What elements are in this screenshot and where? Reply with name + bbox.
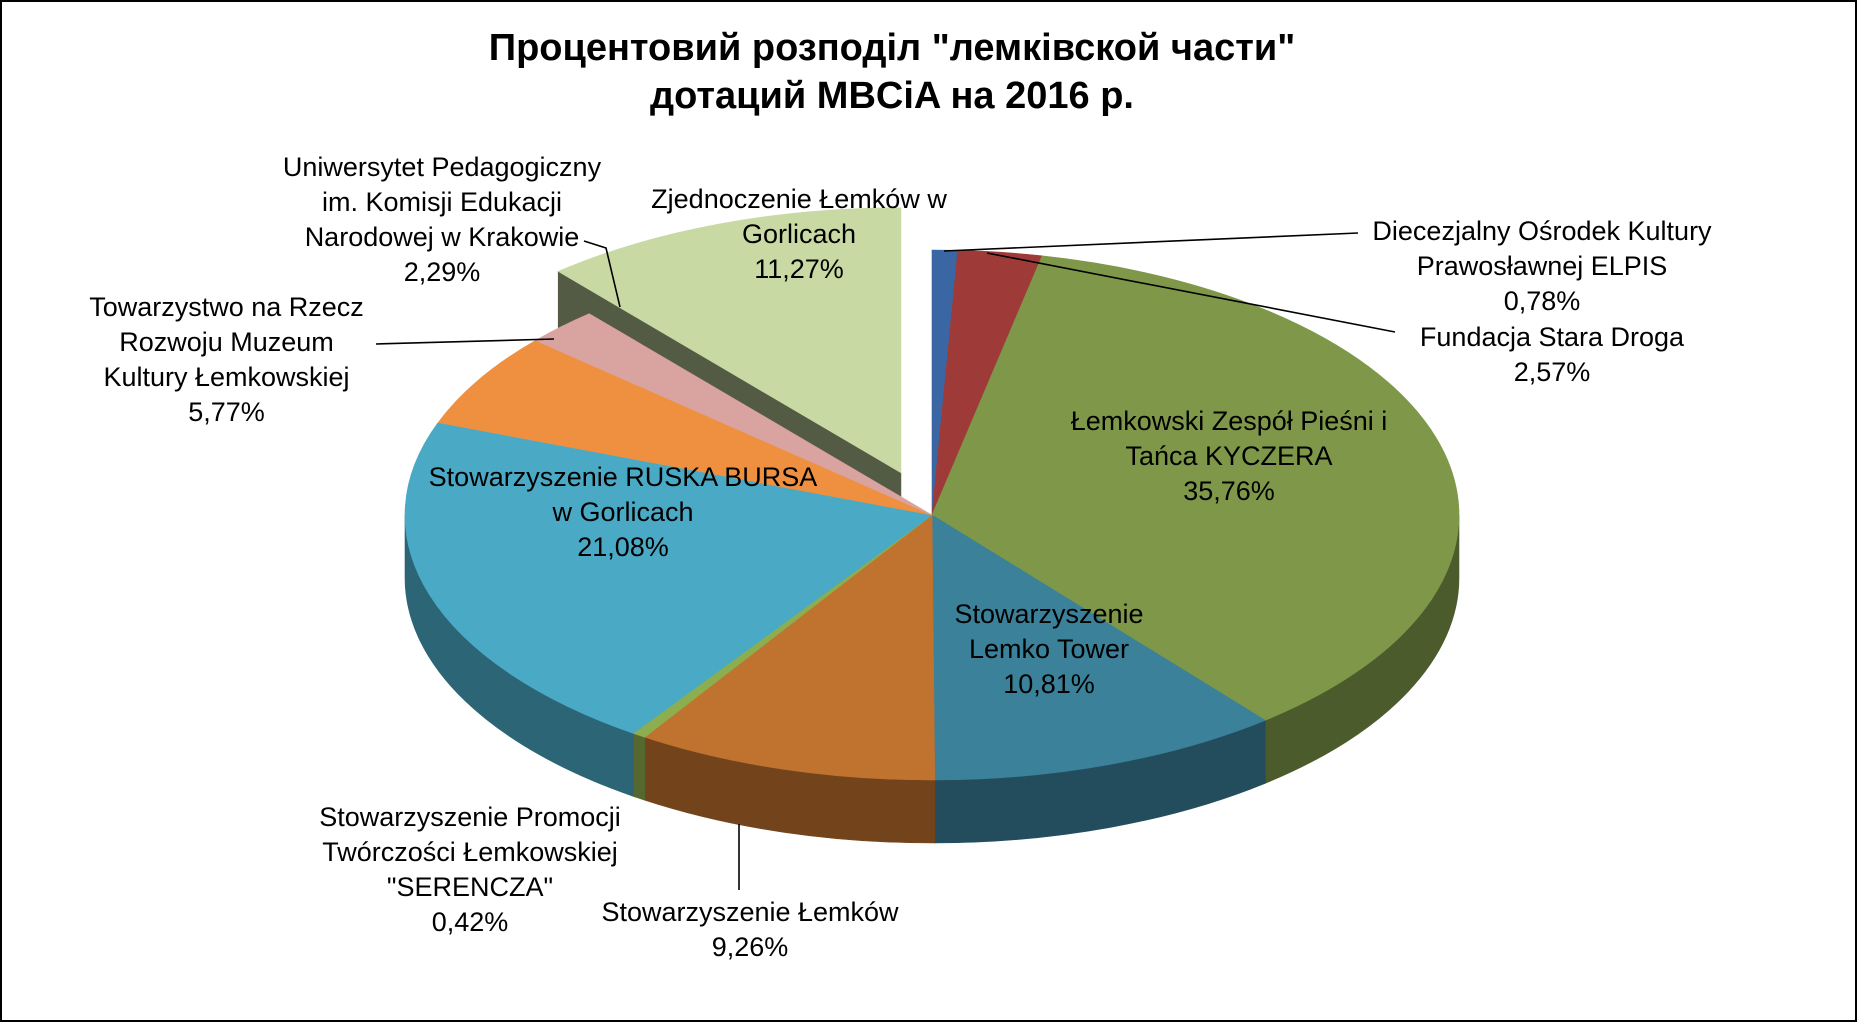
- chart-title-line1: Процентовий розподіл "лемківской части": [488, 27, 1296, 69]
- slice-label-ruska-bursa-text: Stowarzyszenie RUSKA BURSA w Gorlicach: [428, 462, 818, 527]
- slice-label-elpis-pct: 0,78%: [1503, 286, 1581, 316]
- slice-label-zjednoczenie-pct: 11,27%: [754, 254, 844, 284]
- pie-slice-6[interactable]: [404, 422, 933, 734]
- slice-label-serencza: Stowarzyszenie Promocji Twórczości Łemko…: [310, 800, 630, 940]
- callout-line-uniwersytet: [583, 240, 621, 308]
- slice-label-fundacja-text: Fundacja Stara Droga: [1419, 322, 1685, 352]
- slice-label-lemkow-text: Stowarzyszenie Łemków: [601, 897, 899, 927]
- slice-label-towarzystwo: Towarzystwo na Rzecz Rozwoju Muzeum Kult…: [74, 290, 379, 430]
- slice-label-serencza-text: Stowarzyszenie Promocji Twórczości Łemko…: [319, 802, 621, 902]
- slice-label-lemkow-pct: 9,26%: [711, 932, 789, 962]
- slice-label-elpis: Diecezjalny Ośrodek Kultury Prawosławnej…: [1362, 214, 1722, 319]
- pie-slice-wall-5: [632, 732, 646, 801]
- slice-label-uniwersytet: Uniwersytet Pedagogiczny im. Komisji Edu…: [277, 150, 607, 290]
- slice-label-kyczera-text: Łemkowski Zespół Pieśni i Tańca KYCZERA: [1070, 406, 1388, 471]
- pie-slice-7[interactable]: [437, 340, 933, 516]
- pie-slice-2[interactable]: [931, 255, 1460, 721]
- slice-label-serencza-pct: 0,42%: [431, 907, 509, 937]
- pie-slice-8[interactable]: [534, 313, 933, 516]
- slice-label-fundacja-pct: 2,57%: [1513, 357, 1591, 387]
- slice-label-lemkow: Stowarzyszenie Łemków 9,26%: [590, 895, 910, 965]
- slice-label-ruska-bursa-pct: 21,08%: [577, 532, 669, 562]
- callout-line-elpis: [943, 232, 1359, 252]
- slice-label-elpis-text: Diecezjalny Ośrodek Kultury Prawosławnej…: [1372, 216, 1712, 281]
- slice-label-kyczera-pct: 35,76%: [1183, 476, 1275, 506]
- chart-title: Процентовий розподіл "лемківской части" …: [362, 24, 1422, 120]
- slice-label-zjednoczenie-text: Zjednoczenie Łemków w Gorlicach: [651, 184, 947, 249]
- pie-slice-9[interactable]: [557, 207, 902, 474]
- pie-slice-4[interactable]: [644, 514, 936, 781]
- slice-label-ruska-bursa: Stowarzyszenie RUSKA BURSA w Gorlicach 2…: [423, 460, 823, 565]
- slice-label-uniwersytet-text: Uniwersytet Pedagogiczny im. Komisji Edu…: [282, 152, 602, 252]
- callout-line-towarzystwo: [375, 338, 555, 345]
- slice-label-towarzystwo-pct: 5,77%: [188, 397, 265, 427]
- slice-label-lemko-tower: Stowarzyszenie Lemko Tower 10,81%: [939, 597, 1159, 702]
- slice-label-zjednoczenie: Zjednoczenie Łemków w Gorlicach 11,27%: [644, 182, 954, 287]
- slice-label-lemko-tower-pct: 10,81%: [1003, 669, 1095, 699]
- slice-label-uniwersytet-pct: 2,29%: [403, 257, 481, 287]
- slice-label-towarzystwo-text: Towarzystwo na Rzecz Rozwoju Muzeum Kult…: [89, 292, 364, 392]
- slice-label-kyczera: Łemkowski Zespół Pieśni i Tańca KYCZERA …: [1054, 404, 1404, 509]
- callout-line-fundacja: [986, 252, 1396, 333]
- chart-title-line2: дотаций MBCiA на 2016 р.: [650, 75, 1134, 117]
- slice-label-fundacja: Fundacja Stara Droga 2,57%: [1402, 320, 1702, 390]
- slice-label-lemko-tower-text: Stowarzyszenie Lemko Tower: [954, 599, 1144, 664]
- pie-slice-3[interactable]: [931, 514, 1266, 781]
